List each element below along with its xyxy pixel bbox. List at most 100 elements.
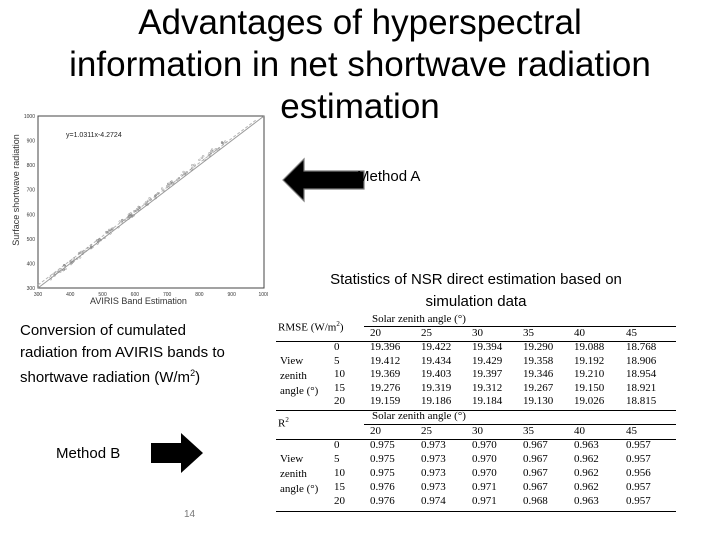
scatter-point xyxy=(167,182,170,186)
scatter-point xyxy=(106,230,109,234)
rmse-cell: 19.159 xyxy=(370,395,401,407)
r2-solar-angle-5: 45 xyxy=(626,425,637,437)
scatter-point xyxy=(109,232,112,235)
r2-solar-angle-0: 20 xyxy=(370,425,381,437)
r2-top-rule xyxy=(276,439,676,440)
r2-cell: 0.970 xyxy=(472,467,497,479)
r2-cell: 0.967 xyxy=(523,453,548,465)
r2-cell: 0.970 xyxy=(472,439,497,451)
scatter-point xyxy=(110,227,113,231)
scatter-point xyxy=(222,142,225,145)
r2-cell: 0.963 xyxy=(574,439,599,451)
r2-cell: 0.957 xyxy=(626,453,651,465)
scatter-point xyxy=(154,194,157,197)
one-to-one-line xyxy=(37,115,265,289)
rmse-cell: 19.192 xyxy=(574,354,605,367)
r2-cell: 0.957 xyxy=(626,439,651,451)
r2-cell: 0.967 xyxy=(523,439,548,451)
scatter-point xyxy=(108,229,111,233)
scatter-point xyxy=(105,230,108,234)
scatter-point xyxy=(64,267,67,271)
r2-cell: 0.967 xyxy=(523,467,548,479)
r2-view-angle-3: 15 xyxy=(334,481,345,493)
scatter-point xyxy=(135,208,139,211)
rmse-cell: 19.394 xyxy=(472,341,503,353)
rmse-view-label-1: zenith xyxy=(280,370,307,382)
rmse-header-rule xyxy=(364,326,676,327)
scatter-point xyxy=(143,202,146,206)
scatter-point xyxy=(117,226,120,229)
scatter-point xyxy=(147,199,150,202)
scatter-point xyxy=(224,140,227,143)
r2-cell: 0.957 xyxy=(626,495,651,507)
scatter-point xyxy=(127,213,131,216)
rmse-cell: 19.130 xyxy=(523,395,554,407)
scatter-point xyxy=(130,213,133,216)
statistics-title: Statistics of NSR direct estimation base… xyxy=(300,269,652,313)
rmse-solar-angle-0: 20 xyxy=(370,327,381,339)
r2-cell: 0.975 xyxy=(370,439,395,451)
scatter-point xyxy=(59,268,63,271)
scatter-point xyxy=(96,242,99,245)
r2-view-angle-0: 0 xyxy=(334,439,340,451)
rmse-cell: 19.088 xyxy=(574,341,605,353)
r2-view-angle-4: 20 xyxy=(334,495,345,507)
scatter-plot-svg: 300 400 500 600 700 800 900 1000 300 400 500 600 70… xyxy=(24,114,268,298)
scatter-point xyxy=(133,209,136,213)
scatter-point xyxy=(84,249,87,253)
y-tick-label: 400 xyxy=(27,261,36,267)
r2-cell: 0.973 xyxy=(421,481,446,493)
title-line-3: estimation xyxy=(280,87,440,126)
scatter-point xyxy=(212,150,215,153)
scatter-point xyxy=(54,272,57,275)
scatter-point xyxy=(145,200,148,204)
r2-cell: 0.973 xyxy=(421,439,446,451)
rmse-cell: 19.150 xyxy=(574,381,605,394)
scatter-point xyxy=(98,238,101,241)
x-tick-label: 800 xyxy=(195,292,204,298)
rmse-cell: 19.434 xyxy=(421,354,452,367)
rmse-solar-angle-4: 40 xyxy=(574,327,585,339)
y-tick-label: 900 xyxy=(27,139,36,145)
statistics-title-line-2: simulation data xyxy=(425,293,527,310)
rmse-cell: 19.396 xyxy=(370,341,401,353)
r2-cell: 0.976 xyxy=(370,495,395,507)
scatter-point xyxy=(89,246,93,249)
title-line-2: information in net shortwave radiation xyxy=(69,45,651,84)
statistics-table: Solar zenith angle (°) RMSE (W/m2) 20 25 3… xyxy=(276,313,676,518)
r2-view-angle-1: 5 xyxy=(334,453,340,465)
rmse-solar-angle-2: 30 xyxy=(472,327,483,339)
rmse-view-label-2: angle (°) xyxy=(280,385,319,397)
r2-cell: 0.976 xyxy=(370,481,395,493)
r2-cell: 0.956 xyxy=(626,467,651,479)
scatter-point xyxy=(87,246,90,250)
r2-solar-angle-4: 40 xyxy=(574,425,585,437)
conversion-line-3: shortwave radiation (W/m2) xyxy=(20,363,260,389)
scatter-point xyxy=(69,262,73,266)
scatter-point xyxy=(59,270,62,273)
r2-cell: 0.970 xyxy=(472,453,497,465)
scatter-point xyxy=(160,187,164,190)
scatter-point xyxy=(118,220,121,223)
rmse-view-label-0: View xyxy=(280,355,304,367)
scatter-point xyxy=(72,257,76,260)
rmse-view-angle-0: 0 xyxy=(334,341,340,353)
scatter-point xyxy=(149,198,152,201)
scatter-point xyxy=(123,218,127,222)
scatter-point xyxy=(98,239,101,242)
x-axis-ticks: 300 400 500 600 700 800 900 1000 xyxy=(34,292,268,298)
rmse-cell: 19.346 xyxy=(523,368,554,380)
scatter-point xyxy=(177,177,181,180)
y-tick-label: 1000 xyxy=(24,114,35,120)
scatter-point xyxy=(203,158,206,161)
rmse-bottom-rule xyxy=(276,410,676,411)
r2-label: R2 xyxy=(278,416,289,430)
r2-cell: 0.974 xyxy=(421,495,446,507)
rmse-cell: 19.369 xyxy=(370,368,401,380)
rmse-cell: 19.276 xyxy=(370,381,401,394)
scatter-point xyxy=(217,147,221,150)
scatter-point xyxy=(200,156,203,160)
scatter-point xyxy=(81,250,85,253)
y-tick-label: 300 xyxy=(27,286,36,292)
conversion-line-2: radiation from AVIRIS bands to xyxy=(20,343,225,361)
